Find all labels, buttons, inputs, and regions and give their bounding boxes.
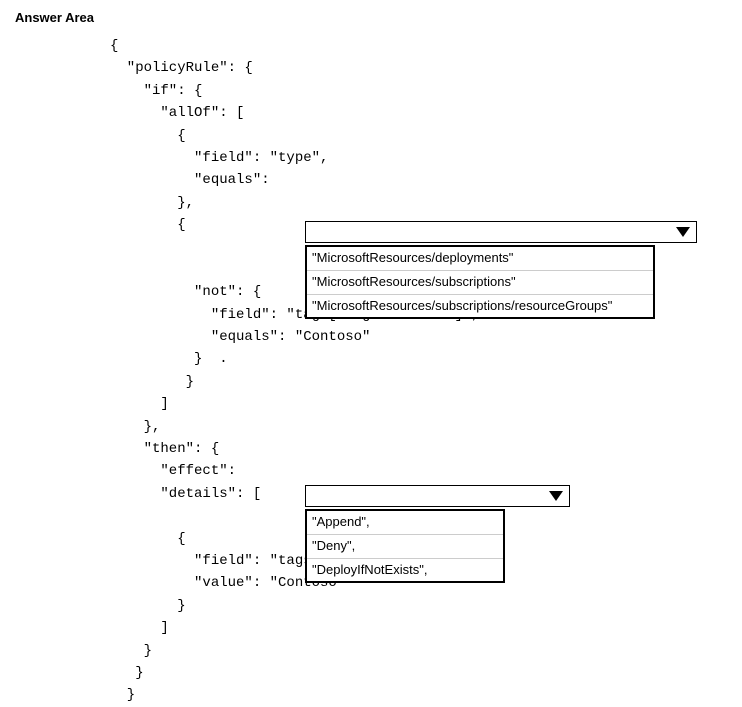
code-line: "equals": "Contoso" (110, 326, 732, 348)
code-line: } (110, 595, 732, 617)
effect-dropdown[interactable] (305, 485, 570, 507)
code-line: } (110, 684, 732, 706)
code-block: { "policyRule": { "if": { "allOf": [ { "… (110, 35, 732, 707)
code-line: ] (110, 617, 732, 639)
dropdown-option[interactable]: "MicrosoftResources/subscriptions/resour… (307, 295, 653, 318)
dropdown-option[interactable]: "Deny", (307, 535, 503, 559)
code-line: }, (110, 416, 732, 438)
page-title: Answer Area (15, 10, 732, 25)
code-line: } (110, 662, 732, 684)
code-line: "effect": (110, 460, 732, 482)
equals-dropdown-options: "MicrosoftResources/deployments" "Micros… (305, 245, 655, 319)
code-line: "then": { (110, 438, 732, 460)
code-line: ] (110, 393, 732, 415)
dropdown-option[interactable]: "DeployIfNotExists", (307, 559, 503, 582)
effect-dropdown-options: "Append", "Deny", "DeployIfNotExists", (305, 509, 505, 583)
code-line: "field": "type", (110, 147, 732, 169)
code-line: "policyRule": { (110, 57, 732, 79)
code-line: { (110, 35, 732, 57)
code-line: "allOf": [ (110, 102, 732, 124)
code-line: } (110, 640, 732, 662)
chevron-down-icon (549, 491, 563, 501)
dropdown-option[interactable]: "MicrosoftResources/subscriptions" (307, 271, 653, 295)
chevron-down-icon (676, 227, 690, 237)
code-line: } (110, 371, 732, 393)
equals-dropdown[interactable] (305, 221, 697, 243)
code-line: } . (110, 348, 732, 370)
code-line: "equals": (110, 169, 732, 191)
code-line: { (110, 125, 732, 147)
dropdown-option[interactable]: "Append", (307, 511, 503, 535)
code-line: "if": { (110, 80, 732, 102)
code-line: }, (110, 192, 732, 214)
dropdown-option[interactable]: "MicrosoftResources/deployments" (307, 247, 653, 271)
